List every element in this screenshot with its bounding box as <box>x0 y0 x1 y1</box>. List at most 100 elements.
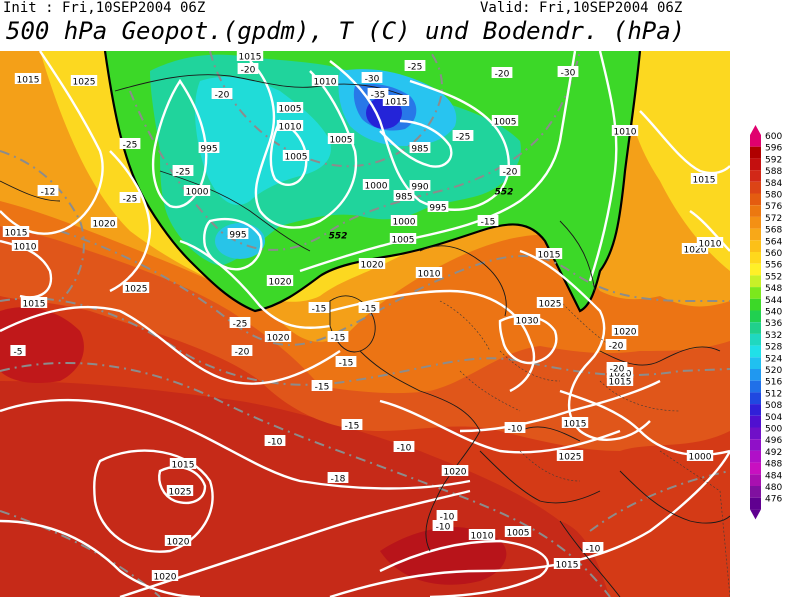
isobar-label-bg <box>390 215 418 226</box>
legend-label-572: 572 <box>765 214 782 224</box>
isobar-label: 1015 <box>17 76 40 86</box>
isotherm-label: -20 <box>215 91 230 101</box>
legend-swatch-572 <box>750 216 761 229</box>
isotherm-label: -15 <box>315 383 330 393</box>
isobar-label-bg <box>690 173 718 184</box>
isobar-label: 1020 <box>269 278 292 288</box>
isobar-label-bg <box>151 570 179 581</box>
legend-swatch-488 <box>750 462 761 475</box>
legend-label-492: 492 <box>765 448 782 458</box>
isobar-label-bg <box>70 75 98 86</box>
legend-label-520: 520 <box>765 366 782 376</box>
isobar-label-bg <box>198 142 220 153</box>
isobar-label: 1030 <box>516 317 539 327</box>
isotherm-label-bg <box>10 345 26 356</box>
legend-swatch-596 <box>750 146 761 159</box>
legend-label-596: 596 <box>765 144 782 154</box>
legend-swatch-492 <box>750 450 761 463</box>
isobar-label: 1020 <box>614 328 637 338</box>
isobar-label: 1020 <box>154 573 177 583</box>
isobar-label: 1015 <box>609 378 632 388</box>
isobar-label-bg <box>382 95 410 106</box>
isotherm-label: -15 <box>331 334 346 344</box>
legend-swatch-584 <box>750 181 761 194</box>
legend-swatch-564 <box>750 240 761 252</box>
legend-label-560: 560 <box>765 249 782 259</box>
isotherm-label: -30 <box>365 75 380 85</box>
isotherm-label: -30 <box>561 69 576 79</box>
legend-swatch-500 <box>750 427 761 440</box>
fill-band-deep-red-west <box>0 307 84 383</box>
isobar-label-bg <box>227 228 249 239</box>
isobar-label-bg <box>166 485 194 496</box>
isobar-label: 1015 <box>23 300 46 310</box>
legend-label-564: 564 <box>765 237 782 247</box>
legend-swatch-532 <box>750 333 761 346</box>
isotherm-label-bg <box>504 422 526 433</box>
map-labels: 1015 102510151010102010151025101510051010… <box>2 51 724 583</box>
isotherm-label-bg <box>436 510 458 521</box>
legend-swatch-588 <box>750 170 761 182</box>
legend-swatch-508 <box>750 404 761 416</box>
legend-label-568: 568 <box>765 226 782 236</box>
chart-title: 500 hPa Geopot.(gpdm), T (C) und Bodendr… <box>6 17 686 45</box>
isobar-label-bg <box>611 325 639 336</box>
isotherm-label: -15 <box>312 305 327 315</box>
isotherm-label-bg <box>361 72 383 83</box>
init-time: Init : Fri,10SEP2004 06Z <box>3 0 206 16</box>
isobar-label: 1015 <box>239 53 262 63</box>
legend-label-552: 552 <box>765 272 782 282</box>
isotherm-label-bg <box>358 302 380 313</box>
isobar-label-bg <box>183 185 211 196</box>
isotherm-label-bg <box>231 345 253 356</box>
isotherm-label: -10 <box>436 523 451 533</box>
isobar-label-bg <box>535 248 563 259</box>
isobar-label: 1010 <box>14 243 37 253</box>
legend-labels: 6005965925885845805765725685645605565525… <box>765 132 782 505</box>
isotherm-label: -15 <box>362 305 377 315</box>
isobar-label: 1020 <box>167 538 190 548</box>
isobar-label-bg <box>409 180 431 191</box>
legend-label-548: 548 <box>765 284 782 294</box>
isotherm-label: -12 <box>41 188 56 198</box>
isobar-label: 995 <box>429 204 446 214</box>
legend-swatch-504 <box>750 415 761 428</box>
isotherm-label-bg <box>605 339 627 350</box>
isotherm-label-bg <box>308 302 330 313</box>
isobar-label: 1015 <box>538 251 561 261</box>
isobar-label: 1015 <box>385 98 408 108</box>
isotherm-label-bg <box>119 192 141 203</box>
legend-swatch-476 <box>750 497 761 510</box>
isotherm-label-bg <box>404 60 426 71</box>
legend-label-600: 600 <box>765 132 782 142</box>
isobar-label: 1010 <box>418 270 441 280</box>
isotherm-label: -5 <box>14 348 23 358</box>
isobar-label: 995 <box>200 145 217 155</box>
legend-label-496: 496 <box>765 436 782 446</box>
legend-label-524: 524 <box>765 354 782 364</box>
legend-label-588: 588 <box>765 167 782 177</box>
legend-label-528: 528 <box>765 343 782 353</box>
legend-swatch-580 <box>750 193 761 206</box>
isotherm-label: -10 <box>440 513 455 523</box>
isobar-label-bg <box>611 125 639 136</box>
isobar-label: 1015 <box>5 229 28 239</box>
legend-label-536: 536 <box>765 319 782 329</box>
isobar-label-bg <box>409 142 431 153</box>
legend-swatch-484 <box>750 474 761 486</box>
legend-label-504: 504 <box>765 413 782 423</box>
isotherm-label-bg <box>393 441 415 452</box>
isobar-label-bg <box>468 529 496 540</box>
legend-label-556: 556 <box>765 261 782 271</box>
isobar-label: 1000 <box>186 188 209 198</box>
isobar-label: 1005 <box>285 153 308 163</box>
legend-label-512: 512 <box>765 389 782 399</box>
isobar-label-bg <box>491 115 519 126</box>
isotherm-label-bg <box>237 63 259 74</box>
legend-arrow-bottom <box>750 509 761 520</box>
isobar-label: 1020 <box>361 261 384 271</box>
isobar-label-bg <box>393 190 415 201</box>
isobar-label: 1005 <box>330 136 353 146</box>
isobar-label: 1000 <box>689 453 712 463</box>
isotherm-label: -20 <box>610 365 625 375</box>
